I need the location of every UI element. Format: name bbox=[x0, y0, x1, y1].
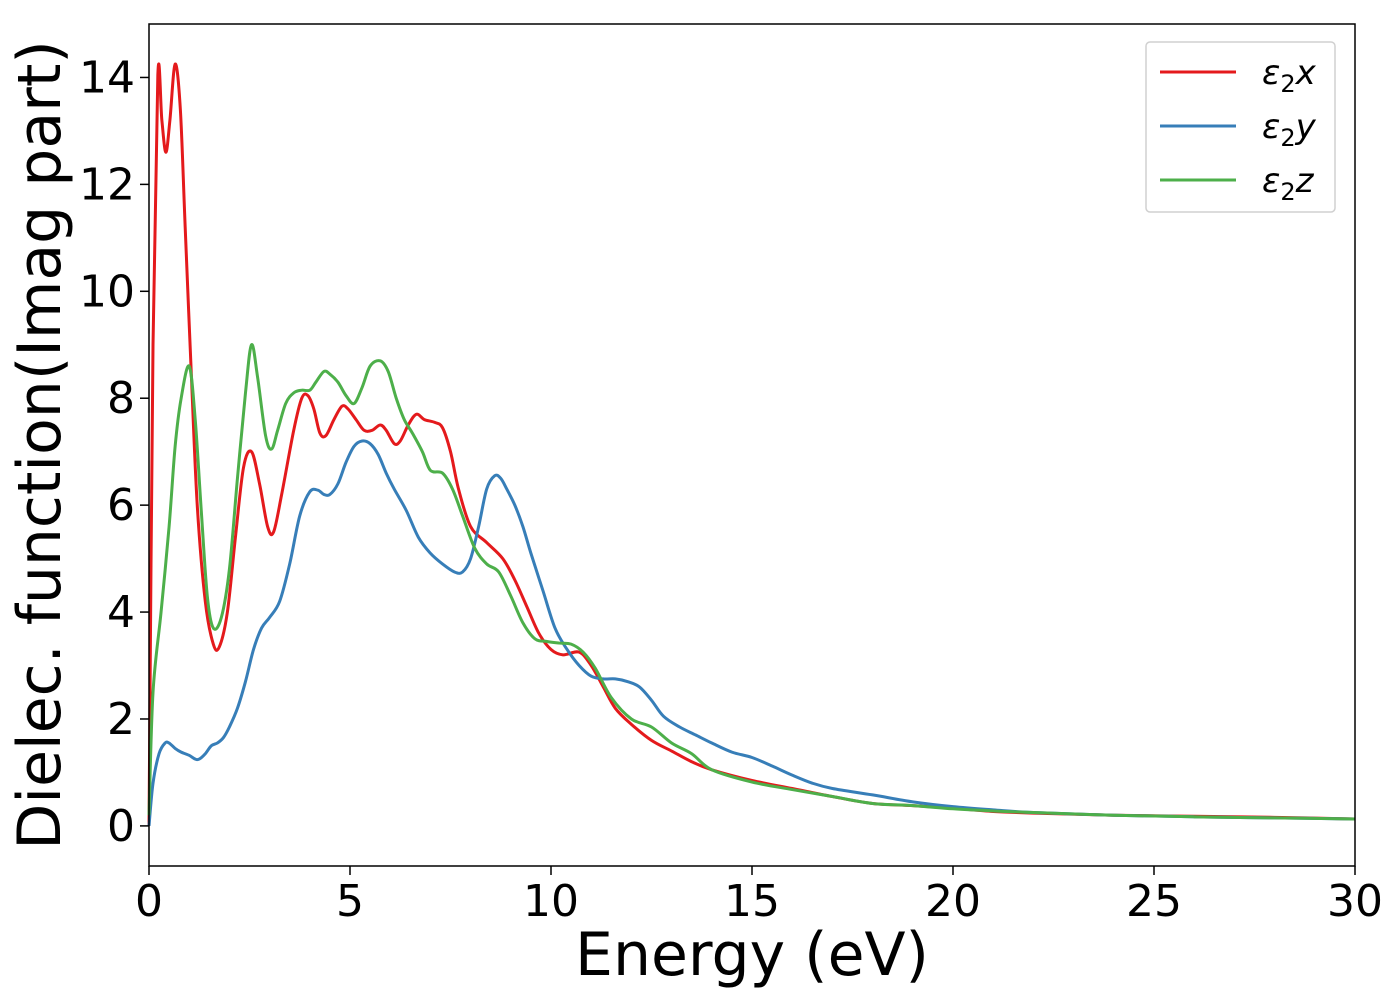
x-axis-ticks: 0 5 10 15 20 25 30 bbox=[135, 866, 1383, 927]
y-tick-label: 14 bbox=[79, 52, 135, 103]
y-tick-label: 10 bbox=[79, 266, 135, 317]
y-axis-ticks: 0 2 4 6 8 10 12 14 bbox=[79, 52, 149, 852]
x-tick-label: 30 bbox=[1327, 876, 1383, 927]
series-line-z bbox=[147, 343, 1356, 821]
x-tick-label: 15 bbox=[724, 876, 780, 927]
x-axis-title: Energy (eV) bbox=[575, 920, 929, 990]
x-tick-label: 10 bbox=[523, 876, 579, 927]
y-tick-label: 2 bbox=[107, 694, 135, 745]
legend-label-y: ε2y bbox=[1262, 107, 1317, 152]
y-axis-title: Dielec. function(Imag part) bbox=[5, 40, 75, 850]
legend: ε2x ε2y ε2z bbox=[1145, 41, 1336, 213]
series-line-y bbox=[147, 439, 1356, 827]
y-tick-label: 8 bbox=[107, 373, 135, 424]
series-line-x bbox=[147, 62, 1356, 826]
series-layer bbox=[147, 62, 1356, 827]
y-tick-label: 4 bbox=[107, 587, 135, 638]
legend-label-z: ε2z bbox=[1262, 161, 1315, 206]
legend-box bbox=[1145, 41, 1336, 213]
legend-label-x: ε2x bbox=[1262, 53, 1317, 98]
y-tick-label: 6 bbox=[107, 480, 135, 531]
x-tick-label: 0 bbox=[135, 876, 163, 927]
x-tick-label: 25 bbox=[1126, 876, 1182, 927]
x-tick-label: 20 bbox=[925, 876, 981, 927]
y-tick-label: 12 bbox=[79, 159, 135, 210]
x-tick-label: 5 bbox=[336, 876, 364, 927]
y-tick-label: 0 bbox=[107, 801, 135, 852]
